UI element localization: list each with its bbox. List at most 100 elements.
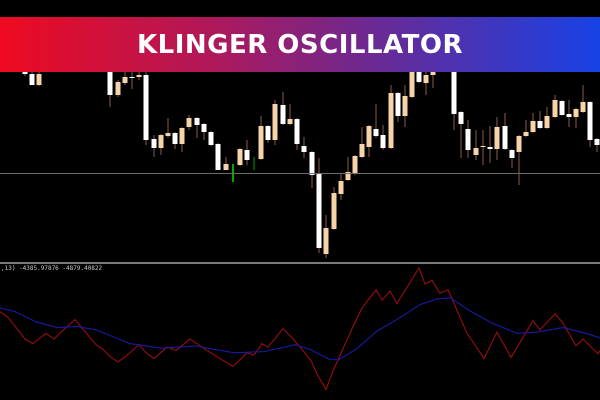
klinger-oscillator-pane <box>0 266 600 391</box>
candle-body <box>172 133 178 144</box>
candle <box>194 117 200 138</box>
title-banner: KLINGER OSCILLATOR <box>0 17 600 72</box>
candle-body <box>294 119 300 144</box>
candle <box>115 80 121 97</box>
candle <box>165 118 171 138</box>
candle-body <box>331 193 337 229</box>
candle-body <box>573 109 579 117</box>
candle <box>280 92 286 125</box>
candle <box>258 116 264 160</box>
candle <box>566 100 572 127</box>
candle-body <box>552 100 558 117</box>
indicator-values-label: ,13) -4385.97876 -4879.40822 <box>1 265 103 272</box>
banner-title: KLINGER OSCILLATOR <box>136 29 463 60</box>
candle-body <box>380 135 386 148</box>
candle <box>359 127 365 158</box>
candle <box>373 104 379 138</box>
candle-body <box>566 114 572 117</box>
candle <box>587 101 593 147</box>
candle-body <box>36 74 42 85</box>
candle-body <box>280 105 286 124</box>
candle-body <box>480 146 486 147</box>
candle-body <box>338 181 344 194</box>
candle-body <box>208 132 214 145</box>
signal-line <box>0 297 600 361</box>
candle-body <box>559 101 565 115</box>
candle-body <box>323 228 329 254</box>
price-level-line <box>0 173 600 174</box>
candle <box>223 157 229 170</box>
candle <box>345 157 351 181</box>
candle-body <box>143 75 149 140</box>
candle-body <box>201 124 207 132</box>
candle-body <box>395 93 401 116</box>
candle <box>294 118 300 150</box>
candle-body <box>244 150 250 160</box>
candle-body <box>509 150 515 158</box>
candle <box>409 72 415 98</box>
candle <box>480 130 486 165</box>
candle-body <box>122 77 128 83</box>
candle <box>301 137 307 158</box>
candle <box>544 107 550 129</box>
candle <box>323 215 329 258</box>
candle <box>237 148 243 166</box>
candle <box>395 92 401 122</box>
candle <box>465 120 471 158</box>
candle <box>158 134 164 155</box>
candle <box>309 151 315 188</box>
candle-body <box>258 126 264 159</box>
candle <box>186 115 192 130</box>
candle-body <box>537 121 543 128</box>
candle-body <box>423 75 429 83</box>
candle-body <box>587 102 593 140</box>
candle <box>129 72 135 89</box>
candle-body <box>309 152 315 175</box>
candle-body <box>530 121 536 132</box>
candle-body <box>366 126 372 147</box>
candle <box>487 126 493 163</box>
candle <box>179 127 185 152</box>
candle-body <box>416 72 422 82</box>
candle-body <box>465 129 471 150</box>
candle <box>244 140 250 165</box>
candle <box>473 130 479 160</box>
candle <box>265 125 271 143</box>
candle-body <box>301 146 307 152</box>
candle <box>516 135 522 185</box>
candle-body <box>502 126 508 149</box>
candle <box>107 72 113 107</box>
candle-body <box>22 72 28 74</box>
candle <box>458 111 464 158</box>
candle <box>402 85 408 127</box>
candle-body <box>215 144 221 170</box>
candle <box>509 149 515 168</box>
candle-body <box>151 139 157 148</box>
candle <box>172 132 178 149</box>
candle-body <box>352 156 358 173</box>
candle-body <box>316 174 322 248</box>
candle <box>331 187 337 230</box>
price-candlestick-chart <box>22 71 600 258</box>
candle <box>208 131 214 146</box>
candle-body <box>451 72 457 114</box>
candle <box>143 72 149 145</box>
candle <box>338 173 344 200</box>
candle-body <box>345 172 351 180</box>
candle-body <box>523 132 529 136</box>
candle-body <box>272 104 278 140</box>
candle <box>36 72 42 86</box>
candle <box>559 100 565 116</box>
candle <box>151 135 157 157</box>
candle-body <box>237 149 243 165</box>
candle-body <box>402 96 408 116</box>
candle <box>552 95 558 118</box>
candle-body <box>223 164 229 170</box>
candle <box>451 72 457 130</box>
candle <box>594 138 600 152</box>
candle-body <box>494 127 500 149</box>
klinger-line <box>0 266 600 391</box>
pane-separator[interactable] <box>0 262 600 264</box>
candle-body <box>430 72 436 75</box>
candle-body <box>129 77 135 78</box>
